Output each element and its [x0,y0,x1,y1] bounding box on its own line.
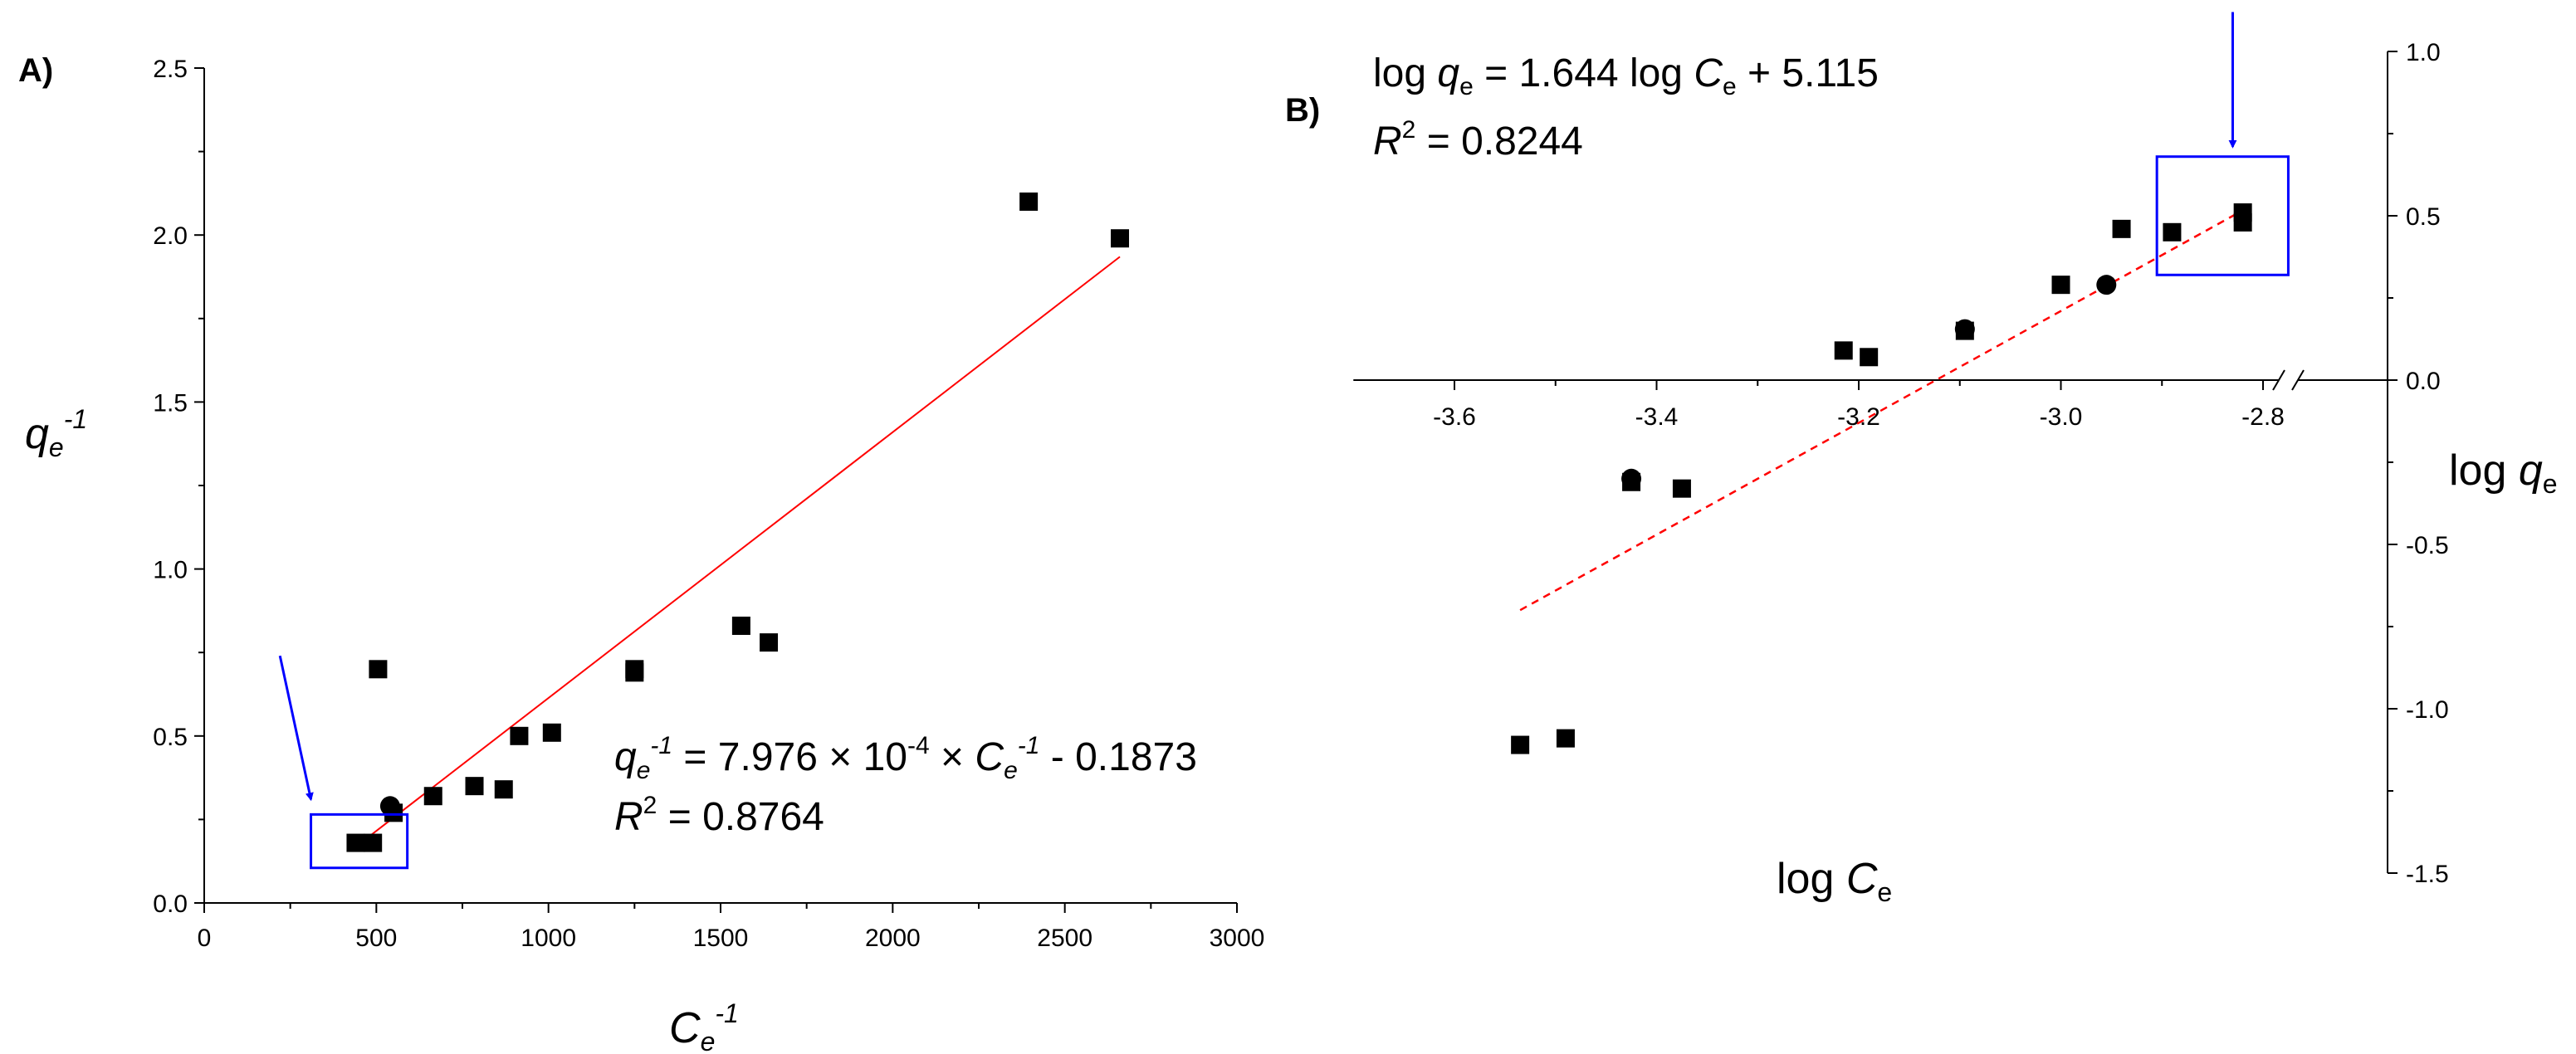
panel-b-axis-break-mark [2291,369,2305,391]
panel-a-fit-line-segment [354,256,1121,848]
panel-a-x-tick-label: 0 [198,925,212,952]
panel-a-data-point-square [369,660,388,679]
panel-a-y-tick-label: 1.0 [153,557,188,584]
panel-a-fit-line [354,256,1121,848]
panel-b-y-tick-label: -1.0 [2406,696,2449,724]
panel-a-highlight-box [310,812,409,870]
panel-b-highlight-box [2155,155,2290,276]
panel-b-equation: log qe = 1.644 log Ce + 5.115 [1373,51,1879,100]
panel-a-y-tick-label: 2.0 [153,222,188,250]
panel-a-data-point-square [494,780,513,799]
panel-b-label: B) [1285,92,1320,129]
panel-b-x-tick-label: -3.0 [2040,403,2083,431]
panel-a-data-point-square [625,663,644,682]
panel-b-data-point-circle [1954,319,1975,339]
panel-a-data-point-square [542,723,561,742]
panel-a-data-point-circle [379,796,400,817]
panel-a-x-tick-label: 1500 [693,925,749,952]
panel-a-arrow [278,655,314,802]
panel-b-ylabel: log qe [2449,446,2558,499]
panel-a-x-tick-label: 500 [355,925,397,952]
panel-b-x-tick-label: -2.8 [2241,403,2285,431]
panel-b-data-point-square [1556,729,1575,748]
panel-b-data-point-square [1672,479,1691,498]
panel-b-y-tick-label: -0.5 [2406,532,2449,559]
panel-a-x-tick-label: 2000 [865,925,921,952]
panel-a-x-tick-label: 2500 [1037,925,1092,952]
panel-b-data-point-square [1511,735,1530,754]
panel-a-data-point-square [760,633,779,652]
panel-a-data-point-square [731,617,750,636]
panel-b-y-tick-label: 0.5 [2406,203,2441,231]
panel-a-data-point-square [346,833,365,852]
panel-a-equation: qe-1 = 7.976 × 10-4 × Ce-1 - 0.1873 [614,732,1197,784]
panel-a-chart: A) 0 500 1000 1500 2000 2500 3000 0.0 0.5 1.0 1.5 2… [18,52,1264,1054]
panel-b-x-tick-label: -3.4 [1635,403,1679,431]
panel-a-points [346,192,1130,852]
panel-b-data-point-circle [2096,275,2117,295]
panel-b-data-point-square [2163,222,2182,242]
panel-b-data-point-square [2051,276,2070,295]
panel-b-r2: R2 = 0.8244 [1373,116,1583,163]
panel-a-data-point-square [465,777,484,796]
panel-a-y-tick-label: 0.0 [153,891,188,918]
panel-a-data-point-square [1019,192,1039,211]
panel-a-y-tick-label: 1.5 [153,389,188,417]
panel-a-data-point-square [510,726,529,745]
panel-b-fit-line-segment [1519,207,2249,612]
panel-b-data-point-circle [1621,468,1642,489]
panel-a-xlabel: Ce-1 [669,998,739,1054]
panel-b-y-tick-label: 0.0 [2406,368,2441,395]
panel-b-data-point-square [1860,348,1879,367]
panel-b-x-tick-label: -3.6 [1433,403,1476,431]
panel-b-data-point-square [1834,341,1853,360]
panel-a-data-point-square [364,833,383,852]
panel-b-axes: -3.6 -3.4 -3.2 -3.0 -2.8 1.0 0.5 0.0 -0.5 -1.0 -1.… [1353,39,2449,888]
panel-a-r2: R2 = 0.8764 [614,792,824,839]
panel-a-data-point-square [1111,229,1130,248]
panel-a-label: A) [18,52,53,89]
panel-b-points [1511,203,2252,754]
panel-b-axis-break-mark [2272,369,2285,391]
panel-b-highlight [2155,12,2290,276]
panel-b-y-tick-label: -1.5 [2406,861,2449,888]
panel-b-chart: B) -3.6 -3.4 -3.2 -3.0 -2.8 1.0 0.5 0.0 -0.5 -1.0… [1285,12,2558,907]
panel-b-data-point-square [2112,219,2131,238]
panel-b-xlabel: log Ce [1777,855,1892,907]
panel-a-x-tick-label: 3000 [1210,925,1265,952]
panel-a-x-tick-label: 1000 [521,925,576,952]
panel-a-y-tick-label: 0.5 [153,724,188,751]
panel-b-y-tick-label: 1.0 [2406,39,2441,66]
panel-b-x-tick-label: -3.2 [1837,403,1880,431]
panel-a-axes: 0 500 1000 1500 2000 2500 3000 0.0 0.5 1.0 1.5 2.0 2… [153,56,1264,952]
panel-a-highlight [278,655,409,870]
panel-b-data-point-square [2233,203,2252,222]
panel-a-ylabel: qe-1 [25,404,87,462]
panel-a-y-tick-label: 2.5 [153,56,188,83]
panel-a-data-point-square [423,787,442,806]
panel-b-fit-line [1519,207,2249,612]
